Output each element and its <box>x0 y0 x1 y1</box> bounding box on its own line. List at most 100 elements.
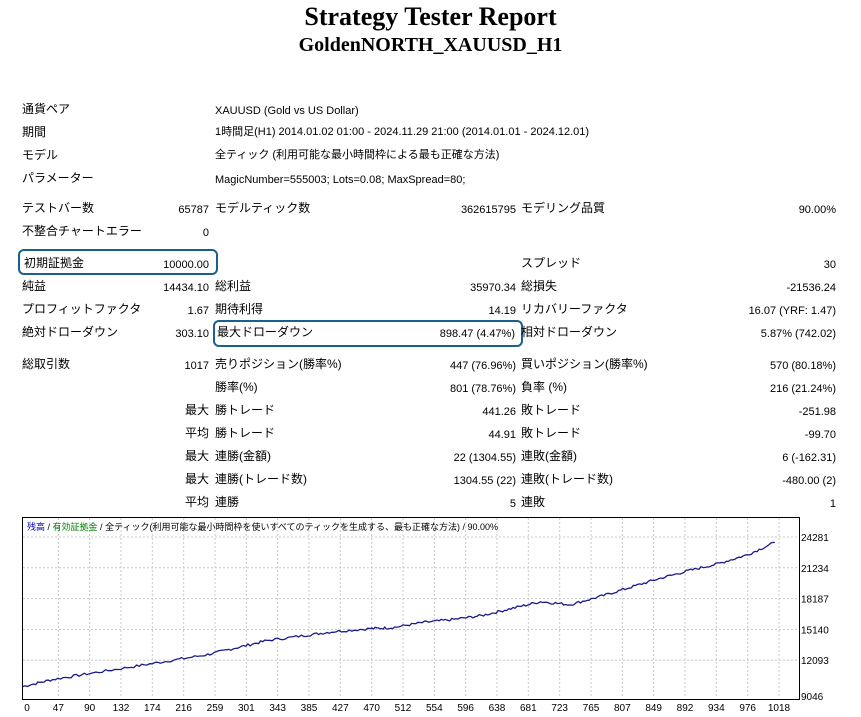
balance-chart-frame <box>22 517 800 700</box>
x-tick-label: 301 <box>238 703 255 714</box>
consec-loss-label: 連敗(トレード数) <box>521 472 613 486</box>
x-tick-label: 849 <box>645 703 662 714</box>
consec-loss-value: -480.00 (2) <box>782 475 836 487</box>
info-value-model: 全ティック (利用可能な最小時間枠による最も正確な方法) <box>215 149 500 161</box>
max-prefix-3: 最大 <box>184 472 209 486</box>
x-tick-label: 681 <box>520 703 537 714</box>
avg-win-label: 勝トレード <box>215 426 276 440</box>
legend-balance: 残高 <box>27 522 46 532</box>
model-ticks-label: モデルティック数 <box>215 201 311 215</box>
x-tick-label: 47 <box>53 703 65 714</box>
x-tick-label: 216 <box>175 703 192 714</box>
avg-win-value: 44.91 <box>488 429 516 441</box>
recovery-factor-value: 16.07 (YRF: 1.47) <box>748 305 836 317</box>
profit-factor-value: 1.67 <box>187 305 209 317</box>
test-bars-label: テストバー数 <box>22 201 95 215</box>
avg-prefix: 平均 <box>184 426 209 440</box>
model-ticks-value: 362615795 <box>460 204 516 216</box>
max-drawdown-label: 最大ドローダウン <box>217 325 314 339</box>
model-quality-value: 90.00% <box>798 204 836 216</box>
rel-drawdown-value: 5.87% (742.02) <box>760 328 836 340</box>
legend-sep-1: / <box>45 522 53 532</box>
consec-wins-money-label: 連勝(金額) <box>215 449 271 463</box>
report-title: Strategy Tester Report <box>304 2 557 31</box>
y-tick-label: 24281 <box>801 533 829 544</box>
initial-deposit-value: 10000.00 <box>163 259 209 271</box>
balance-series-line <box>22 541 775 688</box>
info-label-parameters: パラメーター <box>22 171 94 185</box>
rel-drawdown-label: 相対ドローダウン <box>521 325 618 339</box>
y-tick-label: 9046 <box>801 692 824 703</box>
y-tick-label: 21234 <box>801 564 829 575</box>
x-tick-label: 470 <box>363 703 380 714</box>
mismatch-label: 不整合チャートエラー <box>22 224 142 238</box>
x-tick-label: 1018 <box>768 703 791 714</box>
consec-profit-value: 1304.55 (22) <box>453 475 516 487</box>
y-tick-label: 18187 <box>801 595 829 606</box>
x-tick-label: 765 <box>583 703 600 714</box>
x-tick-label: 90 <box>84 703 96 714</box>
avg-loss-label: 敗トレード <box>521 426 582 440</box>
y-tick-label: 12093 <box>801 656 829 667</box>
max-prefix-2: 最大 <box>184 449 209 463</box>
gross-loss-label: 総損失 <box>521 279 558 293</box>
avg-consec-wins-label: 連勝 <box>215 495 240 509</box>
x-tick-label: 723 <box>551 703 568 714</box>
abs-drawdown-value: 303.10 <box>175 328 209 340</box>
x-tick-label: 259 <box>207 703 224 714</box>
consec-losses-money-label: 連敗(金額) <box>521 449 577 463</box>
x-tick-label: 343 <box>269 703 286 714</box>
x-tick-label: 638 <box>489 703 506 714</box>
x-tick-label: 934 <box>708 703 725 714</box>
x-tick-label: 0 <box>24 703 30 714</box>
total-trades-value: 1017 <box>184 360 209 372</box>
spread-value: 30 <box>823 259 836 271</box>
legend-sep-2: / <box>97 522 106 532</box>
max-prefix: 最大 <box>184 403 209 417</box>
report-subtitle: GoldenNORTH_XAUUSD_H1 <box>298 34 563 56</box>
avg-loss-value: -99.70 <box>804 429 836 441</box>
x-tick-label: 427 <box>332 703 349 714</box>
short-positions-value: 447 (76.96%) <box>449 360 516 372</box>
x-tick-label: 596 <box>457 703 474 714</box>
x-tick-label: 892 <box>677 703 694 714</box>
gross-profit-label: 総利益 <box>215 279 252 293</box>
y-tick-label: 15140 <box>801 625 829 636</box>
x-tick-label: 976 <box>739 703 756 714</box>
max-win-value: 441.26 <box>482 406 516 418</box>
x-tick-label: 132 <box>113 703 130 714</box>
initial-deposit-label: 初期証拠金 <box>24 256 85 270</box>
info-label-symbol: 通貨ペア <box>22 102 71 116</box>
max-drawdown-value: 898.47 (4.47%) <box>439 328 515 340</box>
info-value-symbol: XAUUSD (Gold vs US Dollar) <box>215 105 359 117</box>
max-win-label: 勝トレード <box>215 403 276 417</box>
avg-consec-losses-label: 連敗 <box>521 495 546 509</box>
spread-label: スプレッド <box>521 256 582 270</box>
avg-prefix-2: 平均 <box>184 495 209 509</box>
x-tick-label: 512 <box>395 703 412 714</box>
long-positions-label: 買いポジション(勝率%) <box>521 357 648 371</box>
x-tick-label: 385 <box>301 703 318 714</box>
total-trades-label: 総取引数 <box>22 357 71 371</box>
max-loss-value: -251.98 <box>798 406 836 418</box>
x-tick-label: 174 <box>144 703 161 714</box>
legend-equity: 有効証拠金 <box>52 522 98 532</box>
max-drawdown-highlight <box>213 320 523 347</box>
info-value-parameters: MagicNumber=555003; Lots=0.08; MaxSpread… <box>215 174 466 186</box>
loss-rate-label: 負率 (%) <box>521 380 567 394</box>
legend-quality: 90.00% <box>467 522 499 532</box>
test-bars-value: 65787 <box>178 204 209 216</box>
info-value-period: 1時間足(H1) 2014.01.02 01:00 - 2024.11.29 2… <box>215 126 590 138</box>
consec-wins-money-value: 22 (1304.55) <box>453 452 516 464</box>
loss-rate-value: 216 (21.24%) <box>769 383 836 395</box>
expected-payoff-label: 期待利得 <box>215 302 264 316</box>
abs-drawdown-label: 絶対ドローダウン <box>22 325 119 339</box>
mismatch-value: 0 <box>202 227 209 239</box>
consec-losses-money-value: 6 (-162.31) <box>782 452 836 464</box>
gross-loss-value: -21536.24 <box>786 282 836 294</box>
x-tick-label: 554 <box>426 703 443 714</box>
legend-sep-3: / <box>460 522 468 532</box>
chart-legend: 残高 / 有効証拠金 / 全ティック(利用可能な最小時間枠を使いすべてのティック… <box>27 520 498 533</box>
info-label-period: 期間 <box>22 125 47 139</box>
